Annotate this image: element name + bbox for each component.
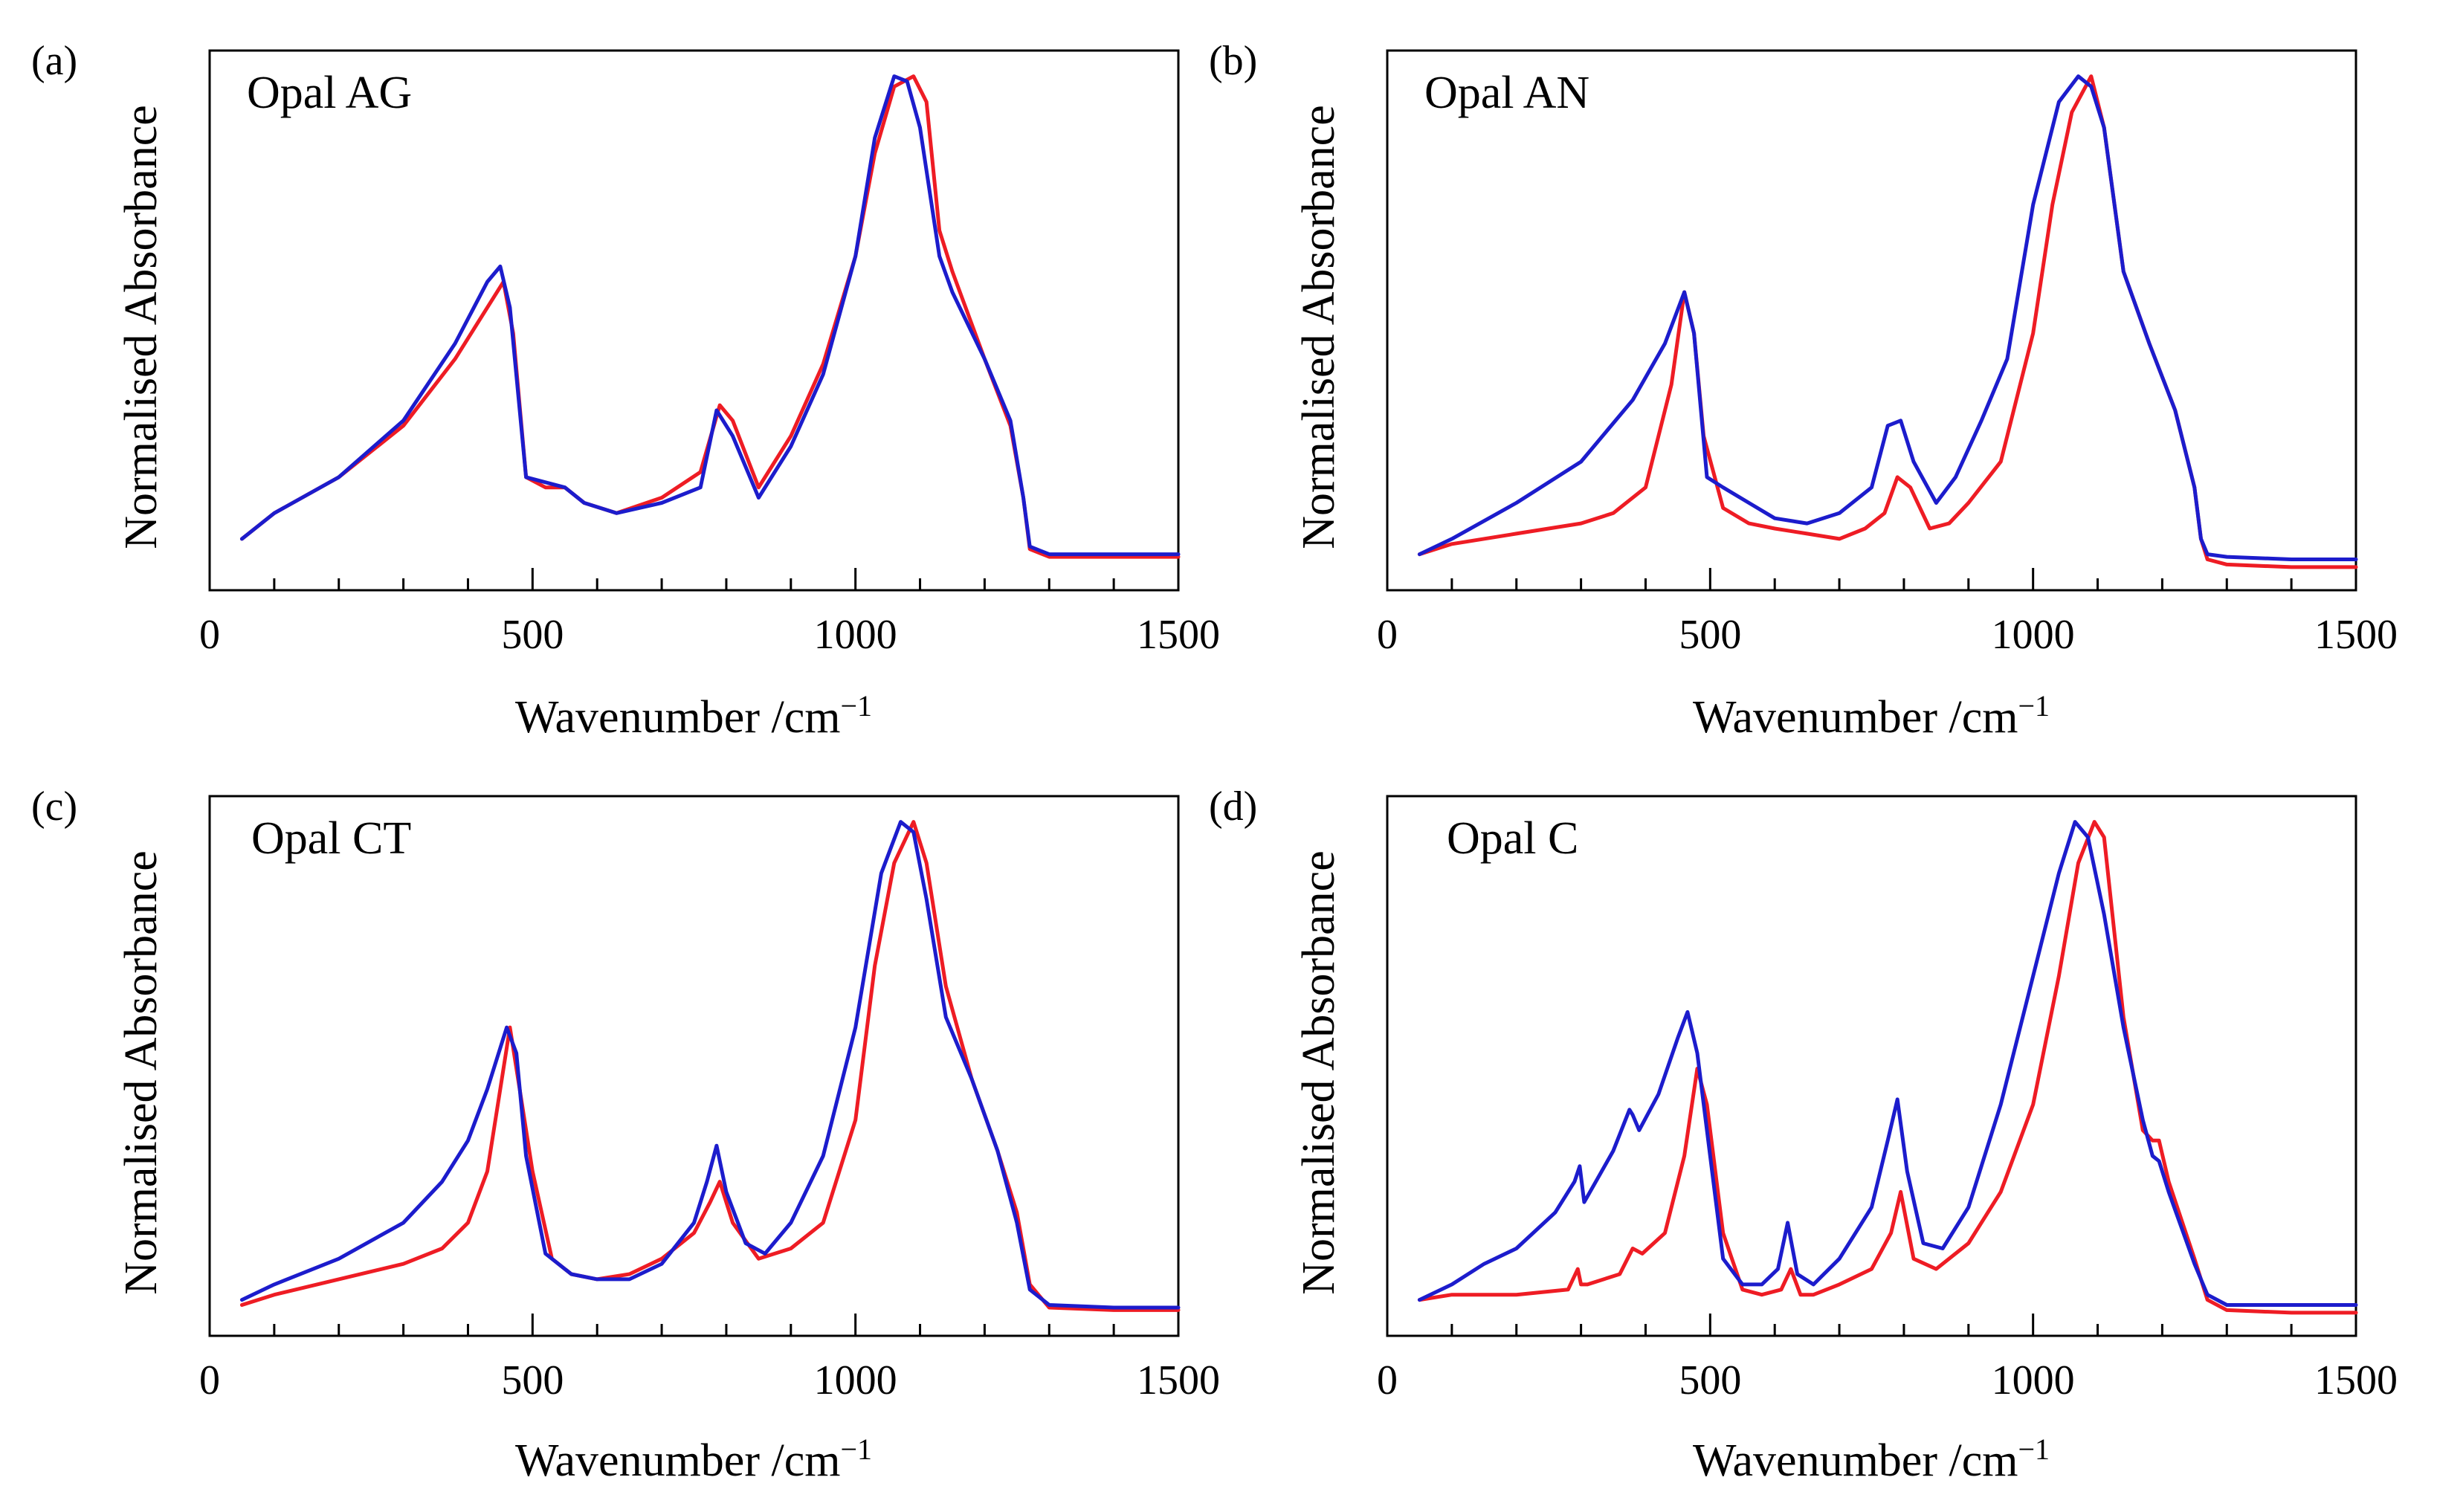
x-tick-label: 1000 [1992, 1357, 2075, 1403]
x-tick-label: 500 [1679, 1357, 1741, 1403]
x-axis-label: Wavenumber /cm−1 [1693, 689, 2050, 743]
x-tick-label: 1500 [1137, 612, 1220, 658]
spectrum-line-red [1417, 74, 2358, 569]
x-tick-label: 1000 [814, 1357, 897, 1403]
x-tick-label: 500 [501, 612, 564, 658]
x-tick-label: 1500 [1137, 1357, 1220, 1403]
plot-frame [208, 49, 1180, 592]
x-axis-label: Wavenumber /cm−1 [515, 1432, 872, 1487]
x-tick-label: 0 [199, 1357, 220, 1403]
panel-c: 0 500 1000 1500 (c) Opal CT Wavenumber /… [31, 784, 1220, 1486]
y-axis-label: Normalised Absorbance [116, 850, 167, 1294]
spectrum-line-blue [239, 74, 1181, 557]
panel-letter: (d) [1209, 784, 1257, 830]
panel-d: 0 500 1000 1500 (d) Opal C Wavenumber /c… [1209, 784, 2398, 1486]
x-tick-label: 1000 [814, 612, 897, 658]
x-axis-label: Wavenumber /cm−1 [515, 689, 872, 743]
spectrum-line-red [239, 820, 1181, 1312]
x-ticks [1386, 568, 2357, 590]
panel-title: Opal CT [251, 813, 411, 864]
x-tick-label: 1000 [1992, 612, 2075, 658]
spectra [239, 74, 1181, 559]
panel-title: Opal AG [247, 68, 412, 118]
panel-letter: (b) [1209, 38, 1257, 84]
spectra [1417, 820, 2358, 1315]
plot-frame [1386, 795, 2357, 1337]
spectrum-line-red [1417, 820, 2358, 1315]
x-tick-label: 0 [1377, 612, 1398, 658]
x-tick-labels: 0 500 1000 1500 [1377, 612, 2398, 658]
spectra [239, 820, 1181, 1312]
y-axis-label: Normalised Absorbance [1294, 850, 1344, 1294]
panel-title: Opal C [1447, 813, 1578, 864]
x-tick-label: 0 [199, 612, 220, 658]
y-axis-label: Normalised Absorbance [116, 105, 167, 549]
x-ticks [208, 568, 1180, 590]
x-ticks [208, 1314, 1180, 1336]
spectrum-line-blue [1417, 74, 2358, 561]
x-tick-label: 500 [1679, 612, 1741, 658]
spectrum-line-red [239, 74, 1181, 559]
panel-title: Opal AN [1424, 68, 1589, 118]
spectrum-line-blue [1417, 820, 2358, 1307]
x-axis-label: Wavenumber /cm−1 [1693, 1432, 2050, 1487]
panel-letter: (a) [31, 38, 77, 84]
plot-frame [1386, 49, 2357, 592]
panel-b: 0 500 1000 1500 (b) Opal AN Wavenumber /… [1209, 38, 2398, 743]
spectrum-line-blue [239, 820, 1181, 1310]
panel-a: 0 500 1000 1500 (a) Opal AG Wavenumber /… [31, 38, 1220, 743]
plot-frame [208, 795, 1180, 1337]
x-tick-labels: 0 500 1000 1500 [199, 1357, 1220, 1403]
y-axis-label: Normalised Absorbance [1294, 105, 1344, 549]
x-tick-labels: 0 500 1000 1500 [199, 612, 1220, 658]
x-ticks [1386, 1314, 2357, 1336]
x-tick-label: 1500 [2314, 612, 2398, 658]
x-tick-labels: 0 500 1000 1500 [1377, 1357, 2398, 1403]
x-tick-label: 500 [501, 1357, 564, 1403]
spectra [1417, 74, 2358, 569]
x-tick-label: 0 [1377, 1357, 1398, 1403]
x-tick-label: 1500 [2314, 1357, 2398, 1403]
panel-letter: (c) [31, 784, 77, 830]
